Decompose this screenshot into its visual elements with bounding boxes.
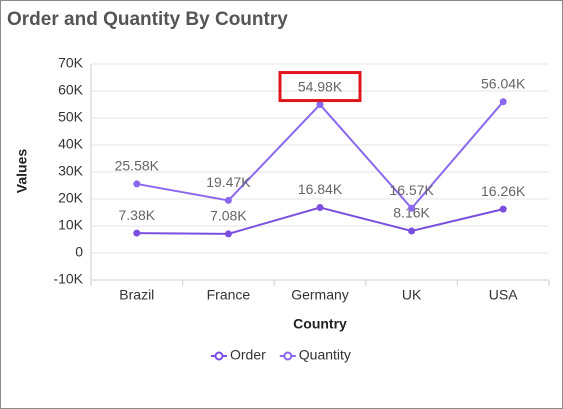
x-tick-label: Germany	[291, 287, 349, 303]
value-label: 16.84K	[298, 181, 343, 197]
data-point	[499, 98, 507, 106]
value-label: 16.57K	[389, 182, 434, 198]
y-tick-label: -10K	[53, 271, 83, 287]
legend-marker	[214, 351, 224, 361]
data-point	[408, 204, 416, 212]
value-label: 8.16K	[393, 205, 430, 221]
data-point	[224, 230, 232, 238]
y-tick-label: 20K	[58, 190, 84, 206]
x-axis-title: Country	[293, 316, 347, 332]
value-label: 7.38K	[119, 207, 156, 223]
value-label: 54.98K	[298, 78, 343, 94]
y-tick-label: 30K	[58, 163, 84, 179]
highlight-box	[278, 71, 362, 103]
x-tick-label: UK	[402, 287, 422, 303]
y-tick-label: 50K	[58, 109, 84, 125]
x-tick-label: France	[207, 287, 251, 303]
value-label: 7.08K	[210, 208, 247, 224]
legend-label: Quantity	[299, 347, 351, 363]
data-point	[408, 227, 416, 235]
data-point	[499, 205, 507, 213]
y-axis-title: Values	[14, 149, 30, 194]
x-tick-label: Brazil	[119, 287, 154, 303]
chart-title: Order and Quantity By Country	[7, 9, 288, 30]
value-label: 25.58K	[115, 158, 160, 174]
series-line	[136, 206, 504, 235]
value-label: 56.04K	[481, 75, 526, 91]
legend-label: Order	[230, 347, 266, 363]
y-tick-label: 70K	[58, 55, 84, 71]
data-point	[316, 101, 324, 109]
y-tick-label: 60K	[58, 82, 84, 98]
y-tick-label: 10K	[58, 217, 84, 233]
y-tick-label: 0	[75, 244, 83, 260]
data-point	[224, 196, 232, 204]
y-tick-label: 40K	[58, 136, 84, 152]
value-label: 19.47K	[206, 174, 251, 190]
data-point	[133, 180, 141, 188]
value-label: 16.26K	[481, 183, 526, 199]
data-point	[316, 204, 324, 212]
legend-marker	[283, 351, 293, 361]
data-point	[133, 229, 141, 237]
x-tick-label: USA	[489, 287, 518, 303]
